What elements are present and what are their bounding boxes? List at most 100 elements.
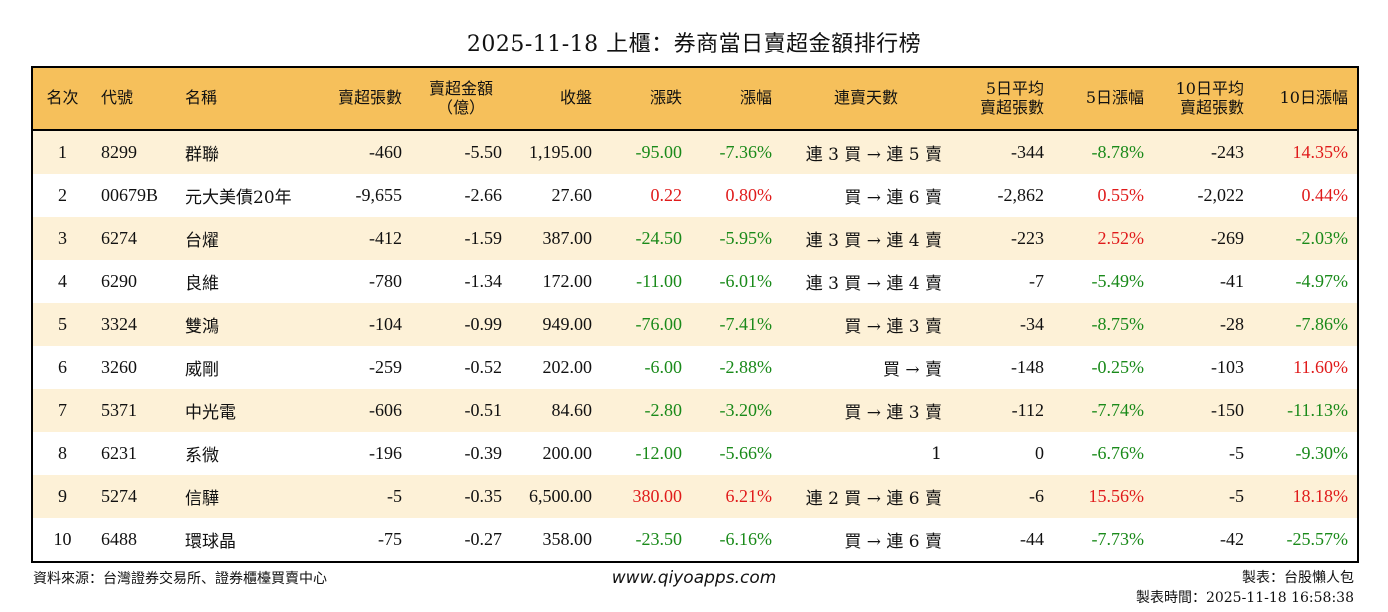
table-row: 4 6290 良維 -780 -1.34 172.00 -11.00 -6.01% 連 3 買 … (32, 260, 1358, 303)
header-avg10-line1: 10日平均 (1175, 79, 1244, 99)
cell-name: 中光電 (176, 389, 316, 432)
cell-streak: 連 3 買 → 連 5 賣 (781, 130, 951, 174)
cell-avg5: -223 (951, 217, 1053, 260)
header-pct10: 10日漲幅 (1253, 67, 1358, 131)
cell-name: 系微 (176, 432, 316, 475)
cell-rank: 7 (32, 389, 92, 432)
cell-sell-amount: -5.50 (411, 130, 511, 174)
cell-sell-amount: -2.66 (411, 174, 511, 217)
cell-avg5: 0 (951, 432, 1053, 475)
cell-pct5: -7.74% (1053, 389, 1153, 432)
cell-change-pct: -5.66% (691, 432, 781, 475)
ranking-table: 名次 代號 名稱 賣超張數 賣超金額 （億） 收盤 漲跌 漲幅 連賣天數 5日平均… (31, 66, 1359, 563)
cell-avg5: -2,862 (951, 174, 1053, 217)
table-row: 2 00679B 元大美債20年 -9,655 -2.66 27.60 0.22 0.80% 買… (32, 174, 1358, 217)
cell-pct5: 15.56% (1053, 475, 1153, 518)
cell-pct5: -5.49% (1053, 260, 1153, 303)
cell-avg5: -112 (951, 389, 1053, 432)
cell-change: 380.00 (601, 475, 691, 518)
cell-change-pct: -7.41% (691, 303, 781, 346)
table-row: 6 3260 威剛 -259 -0.52 202.00 -6.00 -2.88% 買 → 賣 -1… (32, 346, 1358, 389)
header-avg5-line2: 賣超張數 (979, 97, 1044, 117)
cell-code: 8299 (92, 130, 176, 174)
cell-streak: 買 → 連 3 賣 (781, 303, 951, 346)
cell-pct10: -4.97% (1253, 260, 1358, 303)
cell-avg10: -150 (1153, 389, 1253, 432)
header-sell-amount: 賣超金額 （億） (411, 67, 511, 131)
cell-change-pct: -2.88% (691, 346, 781, 389)
cell-pct10: -2.03% (1253, 217, 1358, 260)
cell-rank: 3 (32, 217, 92, 260)
cell-pct10: 18.18% (1253, 475, 1358, 518)
table-row: 9 5274 信驊 -5 -0.35 6,500.00 380.00 6.21% 連 2 買 →… (32, 475, 1358, 518)
cell-sell-shares: -9,655 (316, 174, 411, 217)
cell-pct10: -11.13% (1253, 389, 1358, 432)
cell-sell-shares: -259 (316, 346, 411, 389)
cell-streak: 買 → 連 6 賣 (781, 174, 951, 217)
cell-streak: 1 (781, 432, 951, 475)
cell-close: 1,195.00 (511, 130, 601, 174)
cell-pct5: -6.76% (1053, 432, 1153, 475)
cell-close: 172.00 (511, 260, 601, 303)
header-rank: 名次 (32, 67, 92, 131)
cell-change-pct: -3.20% (691, 389, 781, 432)
table-row: 8 6231 系微 -196 -0.39 200.00 -12.00 -5.66% 1 0 -6.7… (32, 432, 1358, 475)
cell-change: -2.80 (601, 389, 691, 432)
cell-pct5: 0.55% (1053, 174, 1153, 217)
cell-code: 3324 (92, 303, 176, 346)
cell-name: 元大美債20年 (176, 174, 316, 217)
cell-sell-shares: -606 (316, 389, 411, 432)
cell-code: 6231 (92, 432, 176, 475)
cell-streak: 連 3 買 → 連 4 賣 (781, 260, 951, 303)
table-row: 10 6488 環球晶 -75 -0.27 358.00 -23.50 -6.16% 買 → 連… (32, 518, 1358, 562)
cell-change: -6.00 (601, 346, 691, 389)
cell-pct10: -25.57% (1253, 518, 1358, 562)
cell-close: 200.00 (511, 432, 601, 475)
cell-close: 387.00 (511, 217, 601, 260)
cell-sell-shares: -412 (316, 217, 411, 260)
cell-sell-shares: -5 (316, 475, 411, 518)
website-link[interactable]: www.qiyoapps.com (611, 568, 777, 588)
cell-streak: 買 → 賣 (781, 346, 951, 389)
cell-close: 84.60 (511, 389, 601, 432)
cell-avg5: -7 (951, 260, 1053, 303)
cell-change: -11.00 (601, 260, 691, 303)
cell-pct5: 2.52% (1053, 217, 1153, 260)
header-pct5: 5日漲幅 (1053, 67, 1153, 131)
cell-change-pct: -5.95% (691, 217, 781, 260)
table-row: 5 3324 雙鴻 -104 -0.99 949.00 -76.00 -7.41% 買 → 連 … (32, 303, 1358, 346)
table-body: 1 8299 群聯 -460 -5.50 1,195.00 -95.00 -7.36% 連 3 … (32, 130, 1358, 562)
cell-change: -12.00 (601, 432, 691, 475)
cell-rank: 5 (32, 303, 92, 346)
cell-pct5: -7.73% (1053, 518, 1153, 562)
cell-code: 6274 (92, 217, 176, 260)
footer-credits: 製表：台股懶人包 製表時間：2025-11-18 16:58:38 (1136, 568, 1354, 609)
cell-pct10: -9.30% (1253, 432, 1358, 475)
cell-name: 環球晶 (176, 518, 316, 562)
cell-pct10: 11.60% (1253, 346, 1358, 389)
cell-rank: 1 (32, 130, 92, 174)
cell-streak: 買 → 連 6 賣 (781, 518, 951, 562)
cell-sell-shares: -460 (316, 130, 411, 174)
header-avg10-line2: 賣超張數 (1179, 97, 1244, 117)
cell-sell-shares: -780 (316, 260, 411, 303)
cell-rank: 8 (32, 432, 92, 475)
header-avg5-line1: 5日平均 (985, 79, 1044, 99)
header-close: 收盤 (511, 67, 601, 131)
cell-code: 5274 (92, 475, 176, 518)
cell-change: -23.50 (601, 518, 691, 562)
page-title: 2025-11-18 上櫃：券商當日賣超金額排行榜 (466, 32, 922, 57)
cell-sell-amount: -1.34 (411, 260, 511, 303)
header-sell-amount-line1: 賣超金額 (428, 79, 493, 99)
header-sell-amount-line2: （億） (436, 97, 485, 117)
cell-pct10: -7.86% (1253, 303, 1358, 346)
cell-code: 6488 (92, 518, 176, 562)
cell-avg10: -42 (1153, 518, 1253, 562)
header-change-pct: 漲幅 (691, 67, 781, 131)
cell-change-pct: 0.80% (691, 174, 781, 217)
header-change: 漲跌 (601, 67, 691, 131)
cell-change: 0.22 (601, 174, 691, 217)
cell-change-pct: -6.16% (691, 518, 781, 562)
header-avg5: 5日平均 賣超張數 (951, 67, 1053, 131)
cell-pct10: 14.35% (1253, 130, 1358, 174)
